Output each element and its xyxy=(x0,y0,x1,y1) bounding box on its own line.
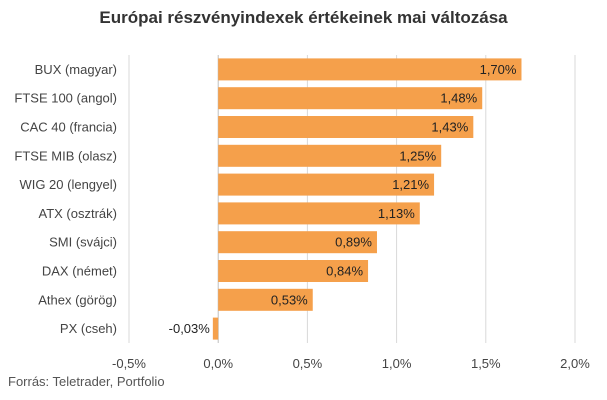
x-tick-label: 0,5% xyxy=(293,356,323,371)
data-label: 0,53% xyxy=(271,292,308,307)
data-label: -0,03% xyxy=(169,321,211,336)
data-label: 1,43% xyxy=(431,120,468,135)
data-label: 1,25% xyxy=(399,148,436,163)
category-label: WIG 20 (lengyel) xyxy=(19,177,117,192)
bar xyxy=(218,231,377,254)
bar xyxy=(218,260,369,282)
category-label: ATX (osztrák) xyxy=(39,206,118,221)
category-label: Athex (görög) xyxy=(38,292,117,307)
category-label: BUX (magyar) xyxy=(35,62,117,77)
bar xyxy=(218,58,522,81)
data-label: 1,21% xyxy=(392,177,429,192)
source-note: Forrás: Teletrader, Portfolio xyxy=(8,374,165,389)
data-label: 1,48% xyxy=(440,91,477,106)
bar xyxy=(212,317,219,340)
x-tick-label: 1,5% xyxy=(471,356,501,371)
data-label: 1,70% xyxy=(480,62,517,77)
chart-title: Európai részvényindexek értékeinek mai v… xyxy=(99,8,508,27)
data-label: 0,84% xyxy=(326,264,363,279)
category-label: FTSE 100 (angol) xyxy=(14,91,117,106)
x-tick-label: 2,0% xyxy=(560,356,590,371)
data-label: 1,13% xyxy=(378,206,415,221)
category-label: CAC 40 (francia) xyxy=(20,120,117,135)
bar xyxy=(218,173,435,196)
x-tick-label: 0,0% xyxy=(203,356,233,371)
x-tick-label: 1,0% xyxy=(382,356,412,371)
bar xyxy=(218,87,483,110)
bar xyxy=(218,202,420,225)
bar xyxy=(218,288,313,311)
bar xyxy=(218,144,442,167)
x-tick-label: -0,5% xyxy=(112,356,146,371)
category-label: DAX (német) xyxy=(42,264,117,279)
data-label: 0,89% xyxy=(335,235,372,250)
category-label: PX (cseh) xyxy=(60,321,117,336)
bar xyxy=(218,116,474,138)
category-label: FTSE MIB (olasz) xyxy=(14,148,117,163)
category-label: SMI (svájci) xyxy=(49,235,117,250)
